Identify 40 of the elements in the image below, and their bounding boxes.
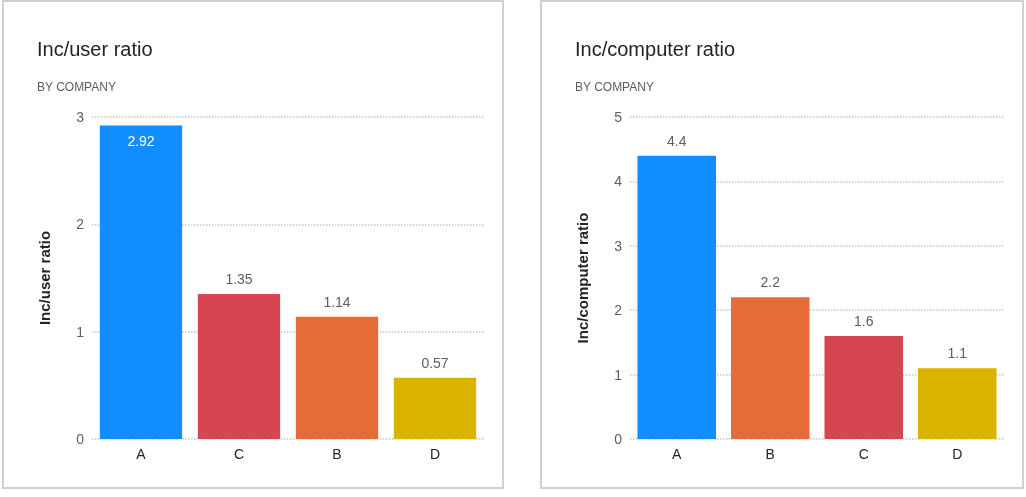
x-tick-label: D xyxy=(429,446,441,462)
data-label: 1.35 xyxy=(225,271,253,288)
bar xyxy=(824,335,904,439)
data-label: 0.57 xyxy=(421,354,449,371)
bar xyxy=(99,125,183,439)
bar xyxy=(295,316,379,439)
bar xyxy=(637,155,717,439)
y-tick-label: 4 xyxy=(614,173,623,190)
x-tick-label: D xyxy=(952,446,963,462)
y-tick-label: 2 xyxy=(76,216,85,233)
chart-subtitle: BY COMPANY xyxy=(575,80,654,94)
x-tick-label: A xyxy=(672,446,683,462)
data-label: 1.6 xyxy=(854,312,874,329)
chart-subtitle: BY COMPANY xyxy=(37,80,116,94)
x-tick-label: A xyxy=(136,446,147,462)
y-axis-title: Inc/computer ratio xyxy=(574,212,591,344)
y-tick-label: 1 xyxy=(614,366,623,383)
data-label: 2.2 xyxy=(760,274,781,291)
data-label: 1.1 xyxy=(947,345,968,362)
y-tick-label: 0 xyxy=(614,431,623,447)
data-label: 2.92 xyxy=(127,132,155,149)
y-tick-label: 2 xyxy=(614,302,623,319)
x-tick-label: C xyxy=(233,446,245,462)
y-tick-label: 3 xyxy=(76,109,85,125)
bar xyxy=(393,377,477,439)
chart-title: Inc/computer ratio xyxy=(575,38,736,60)
x-tick-label: B xyxy=(765,446,775,462)
bar xyxy=(730,297,810,439)
bar xyxy=(197,294,281,439)
x-tick-label: C xyxy=(858,446,869,462)
y-tick-label: 5 xyxy=(614,109,623,125)
y-tick-label: 3 xyxy=(614,237,623,254)
bar xyxy=(917,368,997,439)
data-label: 4.4 xyxy=(667,132,687,149)
x-tick-label: B xyxy=(332,446,342,462)
y-axis-title: Inc/user ratio xyxy=(36,230,53,326)
data-label: 1.14 xyxy=(323,293,351,310)
chart-title: Inc/user ratio xyxy=(37,38,153,60)
y-tick-label: 0 xyxy=(76,431,85,447)
y-tick-label: 1 xyxy=(76,323,85,340)
